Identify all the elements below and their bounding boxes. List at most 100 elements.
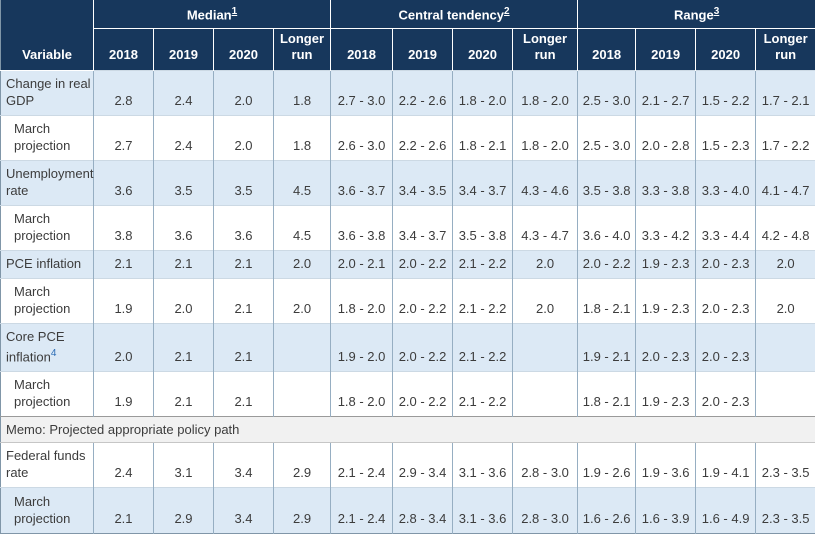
value-cell: 1.6 - 3.9 [636, 487, 696, 533]
value-cell: 1.7 - 2.1 [756, 70, 815, 115]
value-cell: 3.6 - 4.0 [578, 205, 636, 250]
value-cell: 2.0 [214, 115, 274, 160]
value-cell: 2.1 - 2.2 [453, 323, 513, 371]
group-header-row: Variable Median1 Central tendency2 Range… [1, 0, 815, 28]
value-cell: 4.5 [274, 205, 331, 250]
value-cell: 1.9 - 2.3 [636, 278, 696, 323]
row-label: Change in real GDP [1, 70, 94, 115]
group-header-range-label: Range [674, 7, 714, 22]
footnote-4-link[interactable]: 4 [51, 348, 57, 359]
value-cell: 2.1 - 2.2 [453, 278, 513, 323]
value-cell [756, 371, 815, 416]
value-cell: 2.0 - 2.3 [636, 323, 696, 371]
value-cell: 1.9 - 2.3 [636, 371, 696, 416]
value-cell: 2.1 [94, 487, 154, 533]
value-cell: 2.1 - 2.2 [453, 371, 513, 416]
value-cell: 2.1 - 2.2 [453, 250, 513, 278]
value-cell: 2.9 [274, 487, 331, 533]
row-label: March projection [1, 278, 94, 323]
value-cell: 2.0 - 2.2 [578, 250, 636, 278]
value-cell: 1.8 - 2.0 [513, 70, 578, 115]
value-cell: 3.4 - 3.5 [393, 160, 453, 205]
value-cell: 4.1 - 4.7 [756, 160, 815, 205]
value-cell: 3.6 - 3.7 [331, 160, 393, 205]
value-cell: 2.0 - 2.1 [331, 250, 393, 278]
year-header-median-2018: 2018 [94, 28, 154, 70]
group-header-median: Median1 [94, 0, 331, 28]
value-cell: 4.3 - 4.7 [513, 205, 578, 250]
row-label: March projection [1, 205, 94, 250]
value-cell: 2.1 [214, 371, 274, 416]
value-cell: 2.1 - 2.4 [331, 442, 393, 487]
value-cell: 2.0 - 2.2 [393, 323, 453, 371]
value-cell: 2.0 - 2.3 [696, 250, 756, 278]
value-cell [274, 323, 331, 371]
value-cell: 4.3 - 4.6 [513, 160, 578, 205]
value-cell: 1.5 - 2.2 [696, 70, 756, 115]
value-cell: 1.9 - 2.0 [331, 323, 393, 371]
value-cell: 4.2 - 4.8 [756, 205, 815, 250]
footnote-2-link[interactable]: 2 [504, 6, 510, 17]
value-cell: 4.5 [274, 160, 331, 205]
year-header-median-2019: 2019 [154, 28, 214, 70]
value-cell: 2.1 - 2.7 [636, 70, 696, 115]
value-cell: 1.9 [94, 371, 154, 416]
footnote-3-link[interactable]: 3 [714, 6, 720, 17]
value-cell: 2.1 [154, 250, 214, 278]
value-cell: 2.8 - 3.0 [513, 487, 578, 533]
row-label: March projection [1, 487, 94, 533]
year-header-range-2020: 2020 [696, 28, 756, 70]
value-cell: 3.3 - 4.2 [636, 205, 696, 250]
value-cell: 2.0 [513, 278, 578, 323]
value-cell: 3.4 [214, 442, 274, 487]
value-cell: 2.1 [154, 323, 214, 371]
value-cell: 2.3 - 3.5 [756, 442, 815, 487]
group-header-median-label: Median [187, 7, 232, 22]
value-cell: 2.2 - 2.6 [393, 115, 453, 160]
year-header-range-2019: 2019 [636, 28, 696, 70]
value-cell: 3.4 - 3.7 [393, 205, 453, 250]
value-cell: 1.6 - 4.9 [696, 487, 756, 533]
value-cell: 2.9 [274, 442, 331, 487]
value-cell: 2.5 - 3.0 [578, 115, 636, 160]
value-cell: 2.2 - 2.6 [393, 70, 453, 115]
value-cell: 1.8 - 2.1 [578, 371, 636, 416]
value-cell: 2.1 [214, 250, 274, 278]
value-cell: 1.8 - 2.0 [331, 371, 393, 416]
value-cell: 2.0 [214, 70, 274, 115]
value-cell: 2.7 [94, 115, 154, 160]
value-cell: 3.3 - 4.4 [696, 205, 756, 250]
value-cell: 2.7 - 3.0 [331, 70, 393, 115]
value-cell [274, 371, 331, 416]
value-cell: 1.8 - 2.1 [578, 278, 636, 323]
value-cell: 1.8 - 2.0 [513, 115, 578, 160]
row-label: March projection [1, 371, 94, 416]
footnote-1-link[interactable]: 1 [232, 6, 238, 17]
value-cell: 2.1 [214, 278, 274, 323]
value-cell: 2.5 - 3.0 [578, 70, 636, 115]
value-cell: 3.1 [154, 442, 214, 487]
footnote-1-superscript: 1 [232, 5, 238, 17]
value-cell: 2.6 - 3.0 [331, 115, 393, 160]
value-cell: 2.8 - 3.0 [513, 442, 578, 487]
year-header-range-longer-run: Longer run [756, 28, 815, 70]
value-cell: 3.6 [154, 205, 214, 250]
value-cell: 2.4 [94, 442, 154, 487]
year-header-central-tendency-2018: 2018 [331, 28, 393, 70]
value-cell: 1.8 - 2.0 [331, 278, 393, 323]
value-cell: 2.8 [94, 70, 154, 115]
value-cell: 1.8 [274, 115, 331, 160]
value-cell: 3.3 - 4.0 [696, 160, 756, 205]
value-cell: 2.9 [154, 487, 214, 533]
row-label: Core PCE inflation4 [1, 323, 94, 371]
value-cell: 2.4 [154, 115, 214, 160]
value-cell: 1.5 - 2.3 [696, 115, 756, 160]
value-cell: 2.0 [94, 323, 154, 371]
